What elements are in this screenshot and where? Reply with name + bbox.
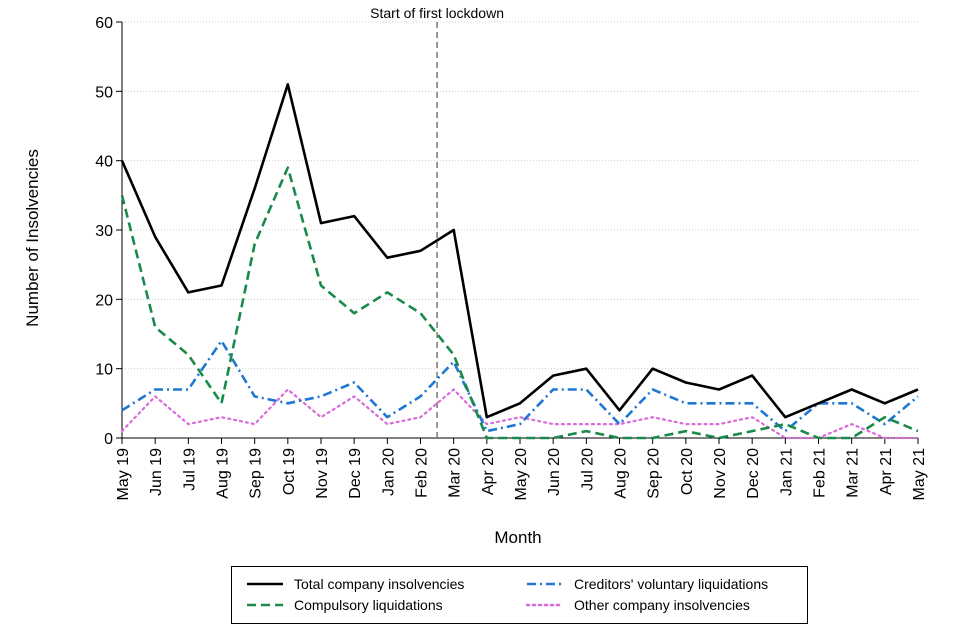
- legend-label: Creditors' voluntary liquidations: [574, 576, 769, 592]
- y-axis-title: Number of Insolvencies: [23, 149, 42, 327]
- y-tick-label: 10: [95, 362, 113, 379]
- x-tick-label: Aug 19: [215, 448, 232, 499]
- legend-label: Other company insolvencies: [574, 597, 750, 613]
- x-tick-label: May 20: [513, 448, 530, 501]
- x-tick-label: Jun 20: [546, 448, 563, 496]
- x-tick-label: Jan 20: [380, 448, 397, 496]
- x-tick-label: Feb 21: [812, 448, 829, 498]
- x-tick-label: Jul 19: [181, 448, 198, 491]
- series-line-creditors-voluntary-liquidations: [121, 339, 919, 433]
- x-tick-label: Nov 19: [314, 448, 331, 499]
- x-tick-label: Jul 20: [579, 448, 596, 491]
- legend-swatch: [527, 582, 563, 586]
- x-tick-label: Apr 20: [480, 448, 497, 495]
- x-tick-label: Dec 20: [745, 448, 762, 499]
- lockdown-annotation: Start of first lockdown: [370, 5, 504, 21]
- legend-swatch: [247, 603, 283, 607]
- legend-label: Compulsory liquidations: [294, 597, 443, 613]
- series-line-compulsory-liquidations: [120, 166, 919, 440]
- x-tick-label: Mar 21: [845, 448, 862, 498]
- x-tick-label: Oct 19: [281, 448, 298, 495]
- x-tick-label: Aug 20: [613, 448, 630, 499]
- y-tick-label: 40: [95, 154, 113, 171]
- x-tick-label: Jan 21: [778, 448, 795, 496]
- x-tick-label: Sep 19: [248, 448, 265, 499]
- legend-item-creditors-voluntary-liquidations: Creditors' voluntary liquidations: [526, 576, 768, 592]
- x-tick-label: Dec 19: [347, 448, 364, 499]
- legend-item-compulsory-liquidations: Compulsory liquidations: [246, 597, 443, 613]
- x-tick-label: Jun 19: [148, 448, 165, 496]
- y-tick-label: 50: [95, 84, 113, 101]
- legend-swatch: [247, 582, 283, 586]
- x-tick-label: Oct 20: [679, 448, 696, 495]
- x-tick-label: May 19: [115, 448, 132, 501]
- series-line-other-company-insolvencies: [120, 388, 920, 440]
- y-tick-label: 0: [104, 431, 113, 448]
- legend-swatch: [526, 603, 564, 607]
- y-tick-label: 30: [95, 223, 113, 240]
- series-line-total-company-insolvencies: [120, 83, 919, 419]
- legend: Total company insolvencies Compulsory liq…: [231, 566, 808, 624]
- x-tick-label: Sep 20: [646, 448, 663, 499]
- legend-label: Total company insolvencies: [294, 576, 465, 592]
- y-tick-label: 60: [95, 15, 113, 32]
- x-tick-label: Mar 20: [447, 448, 464, 498]
- x-tick-label: Apr 21: [878, 448, 895, 495]
- x-tick-label: Nov 20: [712, 448, 729, 499]
- x-tick-label: Feb 20: [414, 448, 431, 498]
- x-tick-label: May 21: [911, 448, 928, 501]
- legend-item-other-company-insolvencies: Other company insolvencies: [526, 597, 750, 613]
- y-tick-label: 20: [95, 292, 113, 309]
- x-axis-title: Month: [494, 528, 541, 547]
- legend-item-total-company-insolvencies: Total company insolvencies: [246, 576, 464, 592]
